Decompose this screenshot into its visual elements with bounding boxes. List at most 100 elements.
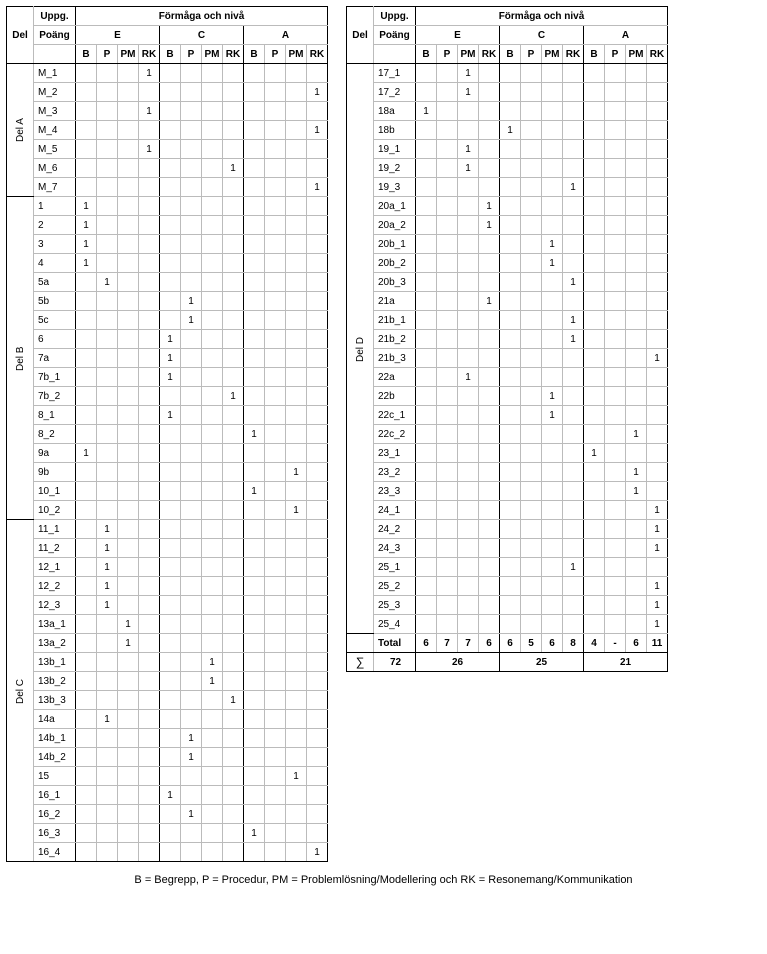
uppg-cell: 10_1 bbox=[34, 482, 76, 501]
value-cell: 1 bbox=[76, 235, 97, 254]
value-cell bbox=[223, 292, 244, 311]
value-cell bbox=[626, 121, 647, 140]
value-cell: 1 bbox=[223, 691, 244, 710]
value-cell bbox=[584, 520, 605, 539]
value-cell bbox=[76, 710, 97, 729]
value-cell bbox=[223, 463, 244, 482]
value-cell: 1 bbox=[647, 349, 668, 368]
value-cell bbox=[265, 254, 286, 273]
value-cell bbox=[244, 843, 265, 862]
uppg-cell: M_2 bbox=[34, 83, 76, 102]
value-cell bbox=[139, 672, 160, 691]
value-cell bbox=[521, 368, 542, 387]
value-cell bbox=[160, 140, 181, 159]
value-cell bbox=[265, 83, 286, 102]
value-cell: 1 bbox=[160, 406, 181, 425]
value-cell bbox=[139, 577, 160, 596]
value-cell bbox=[479, 501, 500, 520]
value-cell bbox=[500, 64, 521, 83]
value-cell bbox=[181, 501, 202, 520]
value-cell bbox=[479, 368, 500, 387]
value-cell bbox=[307, 254, 328, 273]
value-cell bbox=[521, 463, 542, 482]
value-cell: 1 bbox=[202, 672, 223, 691]
value-cell: 1 bbox=[223, 387, 244, 406]
value-cell bbox=[244, 786, 265, 805]
value-cell bbox=[307, 330, 328, 349]
value-cell bbox=[265, 330, 286, 349]
value-cell bbox=[416, 368, 437, 387]
value-cell bbox=[307, 691, 328, 710]
hdr-sub: PM bbox=[202, 45, 223, 64]
value-cell: 1 bbox=[647, 596, 668, 615]
value-cell bbox=[202, 330, 223, 349]
value-cell bbox=[118, 102, 139, 121]
value-cell: 1 bbox=[181, 729, 202, 748]
uppg-cell: 10_2 bbox=[34, 501, 76, 520]
value-cell bbox=[286, 805, 307, 824]
value-cell bbox=[458, 178, 479, 197]
value-cell bbox=[181, 710, 202, 729]
value-cell bbox=[265, 387, 286, 406]
value-cell bbox=[97, 387, 118, 406]
value-cell bbox=[605, 178, 626, 197]
value-cell bbox=[500, 216, 521, 235]
value-cell bbox=[160, 482, 181, 501]
value-cell bbox=[437, 311, 458, 330]
uppg-cell: 7a bbox=[34, 349, 76, 368]
value-cell bbox=[626, 197, 647, 216]
value-cell: 1 bbox=[563, 273, 584, 292]
value-cell bbox=[223, 786, 244, 805]
value-cell bbox=[563, 121, 584, 140]
value-cell bbox=[265, 634, 286, 653]
value-cell bbox=[76, 121, 97, 140]
value-cell bbox=[437, 83, 458, 102]
value-cell: 1 bbox=[97, 577, 118, 596]
value-cell bbox=[479, 596, 500, 615]
value-cell bbox=[76, 64, 97, 83]
hdr-uppg: Uppg. bbox=[34, 7, 76, 26]
value-cell bbox=[118, 786, 139, 805]
value-cell bbox=[479, 254, 500, 273]
value-cell: 1 bbox=[97, 596, 118, 615]
hdr-sub: B bbox=[160, 45, 181, 64]
value-cell bbox=[500, 292, 521, 311]
value-cell bbox=[307, 235, 328, 254]
value-cell bbox=[479, 83, 500, 102]
value-cell bbox=[416, 463, 437, 482]
value-cell bbox=[265, 292, 286, 311]
uppg-cell: 18b bbox=[374, 121, 416, 140]
value-cell bbox=[97, 235, 118, 254]
value-cell bbox=[76, 843, 97, 862]
value-cell bbox=[223, 596, 244, 615]
value-cell bbox=[97, 824, 118, 843]
value-cell bbox=[265, 463, 286, 482]
value-cell: 1 bbox=[563, 178, 584, 197]
value-cell bbox=[521, 140, 542, 159]
value-cell: 1 bbox=[181, 292, 202, 311]
value-cell: 1 bbox=[307, 83, 328, 102]
value-cell bbox=[118, 273, 139, 292]
value-cell bbox=[542, 463, 563, 482]
hdr-poang: Poäng bbox=[374, 26, 416, 45]
value-cell bbox=[202, 121, 223, 140]
value-cell bbox=[542, 64, 563, 83]
value-cell bbox=[265, 368, 286, 387]
value-cell bbox=[542, 83, 563, 102]
value-cell: 1 bbox=[647, 615, 668, 634]
value-cell bbox=[458, 406, 479, 425]
value-cell bbox=[307, 653, 328, 672]
value-cell bbox=[437, 273, 458, 292]
value-cell bbox=[605, 102, 626, 121]
value-cell bbox=[437, 596, 458, 615]
value-cell bbox=[479, 482, 500, 501]
value-cell bbox=[160, 273, 181, 292]
value-cell bbox=[139, 748, 160, 767]
value-cell bbox=[223, 102, 244, 121]
value-cell bbox=[647, 121, 668, 140]
value-cell bbox=[479, 178, 500, 197]
value-cell bbox=[307, 634, 328, 653]
value-cell bbox=[416, 121, 437, 140]
value-cell bbox=[626, 159, 647, 178]
value-cell bbox=[181, 102, 202, 121]
